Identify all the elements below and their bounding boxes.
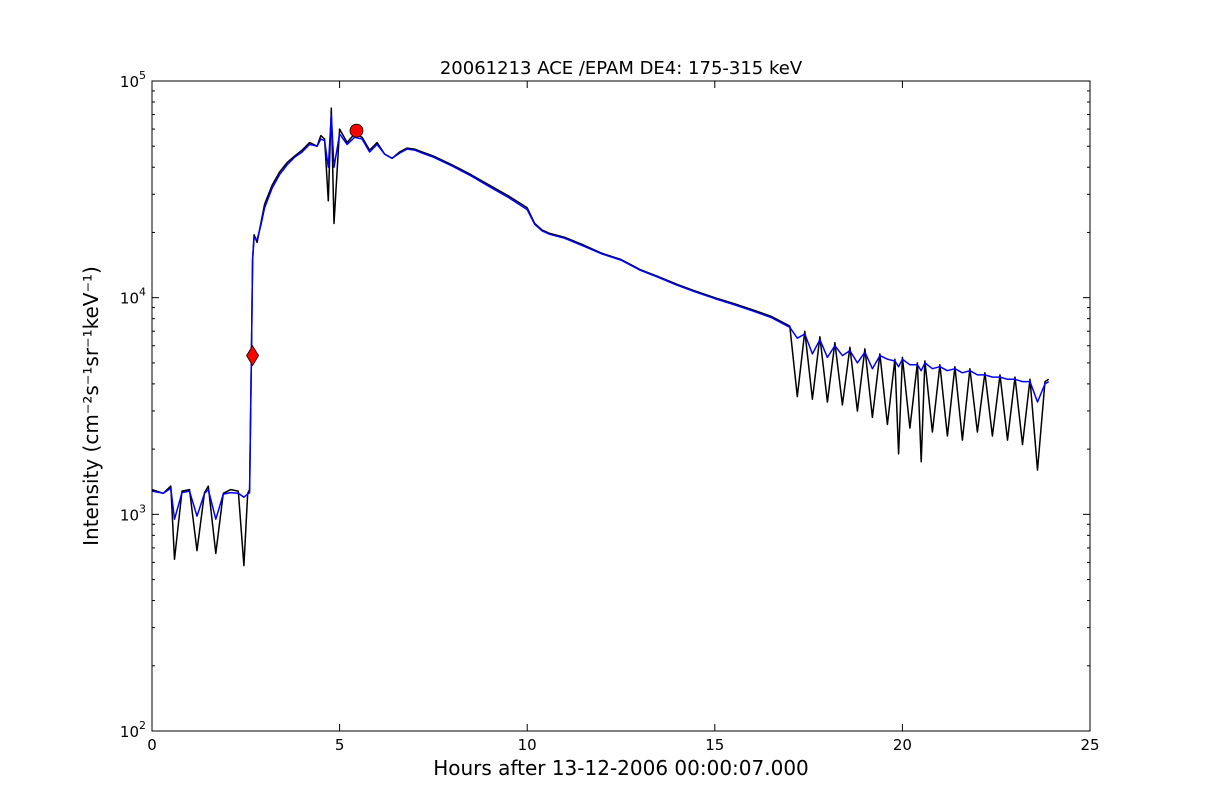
x-tick-label: 5 [335, 736, 345, 754]
x-axis-label: Hours after 13-12-2006 00:00:07.000 [433, 756, 809, 780]
axes: 0 5 10 15 20 25 102 103 104 105 [120, 69, 1100, 754]
y-axis-label: Intensity (cm⁻²s⁻¹sr⁻¹keV⁻¹) [79, 266, 103, 546]
series-line-0 [151, 107, 1050, 567]
x-tick-label: 10 [518, 736, 537, 754]
x-tick-label: 15 [705, 736, 724, 754]
y-tick-label: 105 [120, 69, 146, 91]
series-line-1 [151, 113, 1050, 520]
y-tick-label: 104 [120, 286, 146, 308]
circle-marker-1 [349, 123, 364, 138]
diamond-marker-0 [246, 344, 260, 367]
x-tick-label: 0 [147, 736, 157, 754]
y-tick-label: 103 [120, 502, 146, 524]
plot-frame [151, 80, 1091, 732]
x-tick-label: 20 [893, 736, 912, 754]
x-tick-label: 25 [1080, 736, 1099, 754]
chart-title: 20061213 ACE /EPAM DE4: 175-315 keV [440, 58, 803, 79]
plot-area [151, 107, 1050, 567]
y-tick-label: 102 [120, 719, 146, 741]
